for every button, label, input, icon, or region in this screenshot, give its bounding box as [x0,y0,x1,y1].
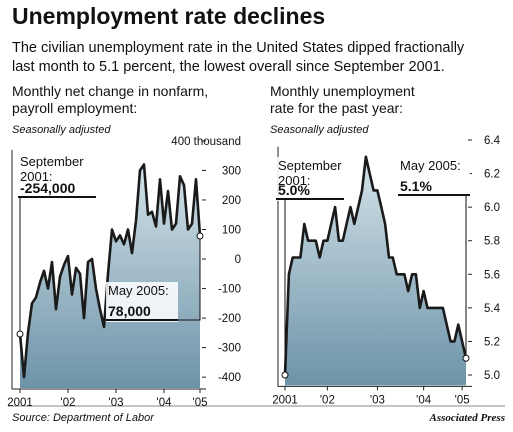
callout-value: 5.0% [278,182,310,198]
x-tick-label: '02 [61,397,76,409]
y-tick-label: 300 [222,165,241,177]
chart-note: Seasonally adjusted [270,124,369,136]
y-tick-label: 5.8 [484,236,500,248]
y-tick-label: 5.2 [484,336,500,348]
callout-value: 78,000 [108,303,151,319]
subtitle-line: last month to 5.1 percent, the lowest ov… [12,59,445,75]
frame [11,150,206,390]
callout-leader [178,235,201,321]
x-tick-label: 2001 [7,397,33,409]
y-tick-label: -200 [218,313,241,325]
chart-title: rate for the past year: [270,100,403,116]
point-marker [196,232,204,240]
point-marker [281,371,289,379]
y-tick-label: 100 [222,224,241,236]
subtitle-line: The civilian unemployment rate in the Un… [12,40,465,56]
chart-title: Monthly net change in nonfarm, [12,83,208,99]
chart-title: Monthly unemployment [270,83,415,99]
callout-value: -254,000 [20,180,75,196]
callout-label: September 2001: [20,154,84,184]
point-marker [462,354,470,362]
y-tick-label: 5.6 [484,269,500,281]
line [18,163,202,379]
y-tick-label: 0 [235,254,241,266]
line [283,155,468,376]
chart-note: Seasonally adjusted [12,124,111,136]
x-tick-label: '04 [416,394,432,406]
callout-box [106,282,178,322]
title: Unemployment rate declines [12,3,325,29]
y-tick-label: 6.0 [484,202,500,214]
callout-label: May 2005: [108,283,169,298]
x-tick-label: '05 [455,394,470,406]
x-tick-label: '04 [157,397,173,409]
callout-box [398,157,470,197]
area [285,156,466,386]
y-tick-label: 6.4 [484,135,501,147]
frame [277,146,472,387]
x-tick-label: '05 [193,397,208,409]
x-tick-label: 2001 [272,394,298,406]
y-tick-label: 5.4 [484,303,501,315]
point-marker [16,330,24,338]
callout-box [276,157,344,201]
y-tick-label: 6.2 [484,169,500,181]
y-tick-label: -100 [218,284,241,296]
credit: Associated Press [429,412,505,424]
callout-label: September 2001: [278,158,342,188]
x-tick-label: '03 [109,397,124,409]
y-tick-label: 5.0 [484,370,500,382]
y-tick-label: 200 [222,195,241,207]
x-tick-label: '03 [370,394,385,406]
y-tick-label: -300 [218,343,241,355]
area [20,164,200,388]
y-tick-label: 400 thousand [171,136,241,148]
callout-label: May 2005: [400,158,461,173]
x-tick-label: '02 [320,394,335,406]
callout-box [18,153,96,199]
y-tick-label: -400 [218,372,241,384]
chart-title: payroll employment: [12,100,137,116]
source: Source: Department of Labor [12,412,155,424]
callout-value: 5.1% [400,178,432,194]
